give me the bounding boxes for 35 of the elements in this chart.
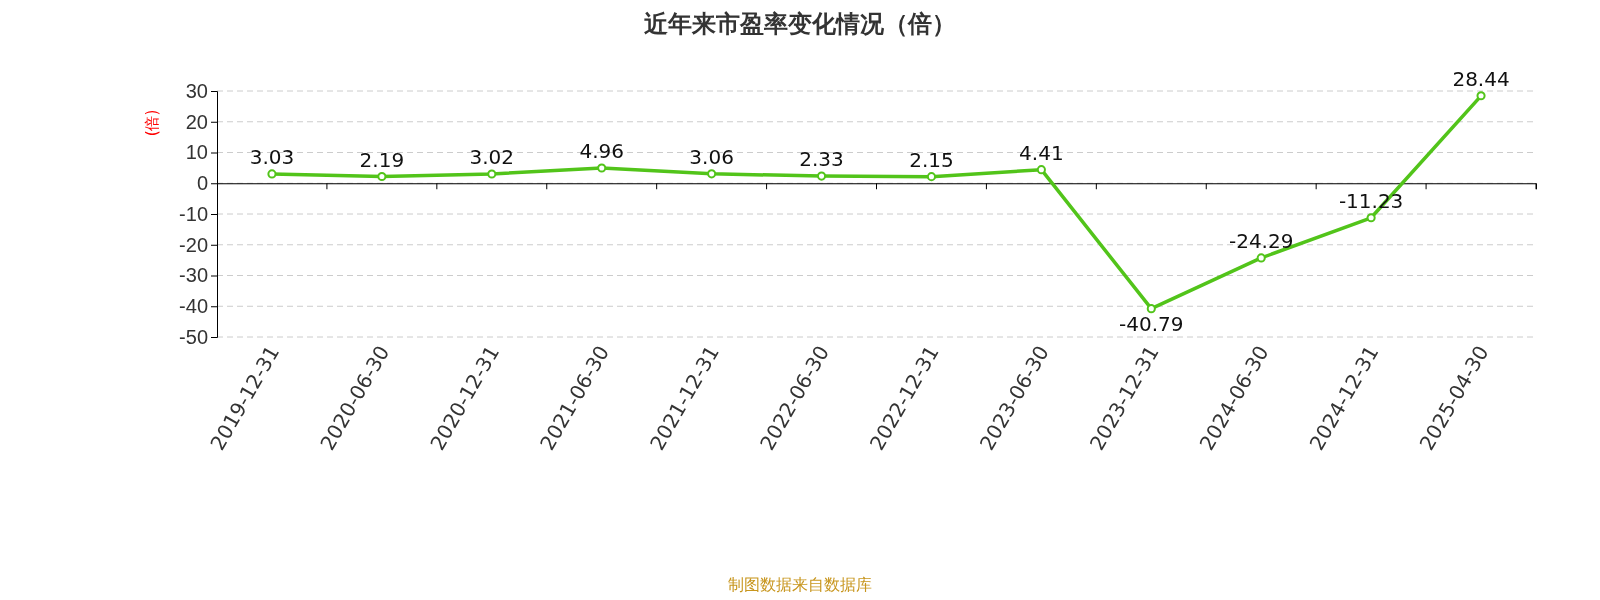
point xyxy=(487,169,497,179)
point xyxy=(707,169,717,179)
point xyxy=(597,163,607,173)
point xyxy=(267,169,277,179)
point xyxy=(1256,253,1266,263)
data-label: 3.02 xyxy=(469,144,515,169)
data-label: 3.03 xyxy=(249,144,295,169)
point xyxy=(1146,304,1156,314)
data-label: 2.15 xyxy=(909,147,954,172)
point xyxy=(1476,91,1486,101)
y-tick-label: -50 xyxy=(179,325,208,348)
point xyxy=(1036,165,1046,175)
text: 制图数据来自数据库 xyxy=(728,575,872,594)
data-label: -24.29 xyxy=(1228,228,1294,253)
y-tick-label: -10 xyxy=(179,202,208,225)
data-label: 28.44 xyxy=(1452,66,1510,91)
data-label: -40.79 xyxy=(1119,311,1184,336)
data-label: 2.19 xyxy=(359,147,405,172)
point xyxy=(377,171,387,182)
data-label: 2.33 xyxy=(799,147,844,172)
y-tick-label: -40 xyxy=(179,295,208,318)
point xyxy=(816,171,827,181)
data-label: 3.06 xyxy=(689,144,734,169)
y-tick-label: 30 xyxy=(185,79,208,102)
y-tick-label: -20 xyxy=(179,233,208,256)
y-tick-label: 10 xyxy=(185,141,208,164)
y-axis-title: (倍) xyxy=(143,109,161,137)
point xyxy=(926,172,937,182)
y-tick-label: -30 xyxy=(179,264,208,287)
data-label: 4.41 xyxy=(1019,140,1064,165)
y-tick-label: 20 xyxy=(185,110,208,133)
y-tick-label: 0 xyxy=(196,172,208,195)
chart-title: 近年来市盈率变化情况（倍） xyxy=(644,10,956,38)
point xyxy=(1366,213,1376,223)
data-label: 4.96 xyxy=(579,139,624,163)
